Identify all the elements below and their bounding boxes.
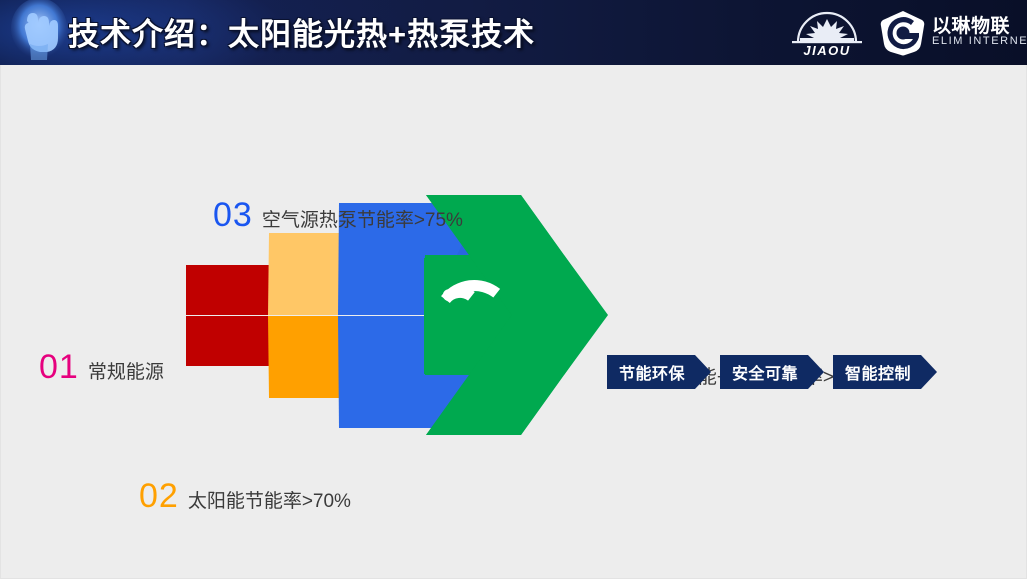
wifi-signal-icon bbox=[441, 280, 501, 303]
step-caption-02: 太阳能节能率>70% bbox=[187, 491, 351, 512]
sun-arch-icon bbox=[792, 11, 862, 44]
logo-jiaou-text: JIAOU bbox=[803, 43, 851, 58]
chevron-right-icon bbox=[921, 355, 937, 389]
label-step-03: 03 空气源热泵节能率>75% bbox=[213, 196, 463, 235]
logo-elim-text-cn: 以琳物联 bbox=[932, 16, 1011, 37]
label-step-01: 01 常规能源 bbox=[39, 348, 164, 387]
g-hexagon-icon bbox=[880, 11, 925, 56]
page-title: 技术介绍：太阳能光热+热泵技术 bbox=[68, 17, 536, 52]
feature-badge-label: 安全可靠 bbox=[720, 355, 808, 389]
feature-badge-label: 智能控制 bbox=[833, 355, 921, 389]
feature-badge[interactable]: 智能控制 bbox=[833, 355, 937, 389]
logo-elim-text-en: ELIM INTERNET bbox=[932, 35, 1027, 47]
logo-jiaou: JIAOU bbox=[786, 8, 868, 58]
raised-fist-icon bbox=[11, 0, 67, 60]
logo-elim-internet: 以琳物联 ELIM INTERNET bbox=[880, 8, 1027, 58]
slide-header: 技术介绍：太阳能光热+热泵技术 JIAOU 以琳物联 ELIM INTERNET bbox=[0, 0, 1027, 65]
slide-body: 01 常规能源 02 太阳能节能率>70% 03 空气源热泵节能率>75% 04… bbox=[0, 65, 1027, 579]
feature-badge-label: 节能环保 bbox=[607, 355, 695, 389]
chevron-right-icon bbox=[808, 355, 824, 389]
label-step-02: 02 太阳能节能率>70% bbox=[139, 477, 351, 516]
chevron-right-icon bbox=[695, 355, 711, 389]
step-number-03: 03 bbox=[213, 196, 253, 234]
step-number-01: 01 bbox=[39, 348, 79, 386]
feature-badge[interactable]: 安全可靠 bbox=[720, 355, 824, 389]
chevron-funnel-diagram bbox=[186, 195, 608, 435]
step-caption-03: 空气源热泵节能率>75% bbox=[261, 210, 463, 231]
feature-badge[interactable]: 节能环保 bbox=[607, 355, 711, 389]
step-number-02: 02 bbox=[139, 477, 179, 515]
step-caption-01: 常规能源 bbox=[87, 362, 164, 383]
chevron-step-04-shape bbox=[426, 195, 607, 435]
